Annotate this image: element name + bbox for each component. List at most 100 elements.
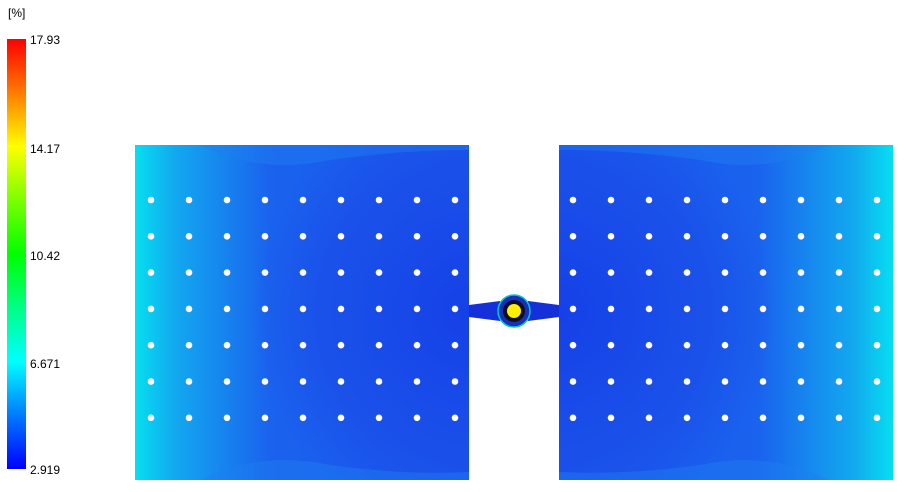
hole — [147, 269, 155, 276]
gate-marker — [507, 304, 521, 318]
hole — [147, 378, 155, 385]
hole — [375, 196, 383, 204]
hole — [721, 269, 729, 276]
hole — [721, 341, 729, 349]
hole — [645, 233, 653, 240]
colorbar-tick-min: 2.919 — [30, 463, 61, 477]
hole — [451, 305, 459, 313]
hole — [645, 378, 653, 385]
hole — [683, 269, 691, 276]
colorbar-tick-4: 6.671 — [30, 357, 61, 371]
hole — [873, 378, 881, 385]
hole — [607, 305, 615, 313]
hole — [797, 341, 805, 349]
hole — [261, 305, 269, 313]
hole — [147, 414, 155, 422]
hole — [147, 233, 155, 240]
hole — [413, 196, 421, 204]
hole — [683, 305, 691, 313]
hole — [223, 414, 231, 422]
hole — [759, 341, 767, 349]
colorbar-unit-label: [%] — [8, 6, 26, 20]
right-cavity — [559, 145, 893, 480]
hole — [299, 196, 307, 204]
hole — [645, 196, 653, 204]
hole — [759, 233, 767, 240]
hole — [721, 414, 729, 422]
right-cavity-holes — [569, 196, 881, 422]
hole — [299, 378, 307, 385]
hole — [413, 414, 421, 422]
hole — [569, 269, 577, 276]
hole — [185, 305, 193, 313]
hole — [797, 196, 805, 204]
hole — [451, 269, 459, 276]
hole — [835, 233, 843, 240]
hole — [835, 378, 843, 385]
colorbar — [7, 39, 26, 469]
hole — [451, 414, 459, 422]
hole — [375, 269, 383, 276]
hole — [185, 341, 193, 349]
hole — [683, 341, 691, 349]
hole — [299, 341, 307, 349]
hole — [873, 341, 881, 349]
hole — [451, 233, 459, 240]
hole — [451, 341, 459, 349]
hole — [337, 414, 345, 422]
hole — [185, 233, 193, 240]
hole — [607, 233, 615, 240]
hole — [835, 269, 843, 276]
hole — [261, 269, 269, 276]
hole — [759, 305, 767, 313]
hole — [337, 269, 345, 276]
hole — [261, 414, 269, 422]
hole — [759, 196, 767, 204]
hole — [337, 233, 345, 240]
hole — [797, 233, 805, 240]
hole — [299, 269, 307, 276]
hole — [261, 196, 269, 204]
hole — [835, 414, 843, 422]
hole — [375, 378, 383, 385]
hole — [607, 378, 615, 385]
hole — [873, 414, 881, 422]
left-cavity — [135, 145, 469, 480]
hole — [223, 305, 231, 313]
hole — [873, 196, 881, 204]
hole — [721, 196, 729, 204]
hole — [759, 414, 767, 422]
hole — [645, 269, 653, 276]
hole — [645, 414, 653, 422]
hole — [413, 269, 421, 276]
hole — [185, 414, 193, 422]
hole — [375, 414, 383, 422]
hole — [185, 196, 193, 204]
hole — [223, 378, 231, 385]
hole — [147, 341, 155, 349]
hole — [569, 233, 577, 240]
hole — [261, 233, 269, 240]
hole — [797, 269, 805, 276]
hole — [683, 378, 691, 385]
hole — [645, 341, 653, 349]
hole — [185, 269, 193, 276]
hole — [569, 196, 577, 204]
hole — [683, 414, 691, 422]
hole — [223, 233, 231, 240]
hole — [759, 269, 767, 276]
hole — [797, 305, 805, 313]
hole — [683, 233, 691, 240]
hole — [413, 341, 421, 349]
hole — [835, 196, 843, 204]
hole — [261, 341, 269, 349]
hole — [797, 414, 805, 422]
hole — [299, 233, 307, 240]
hole — [683, 196, 691, 204]
hole — [569, 414, 577, 422]
hole — [835, 305, 843, 313]
hole — [375, 233, 383, 240]
hole — [759, 378, 767, 385]
colorbar-tick-2: 14.17 — [30, 142, 61, 156]
